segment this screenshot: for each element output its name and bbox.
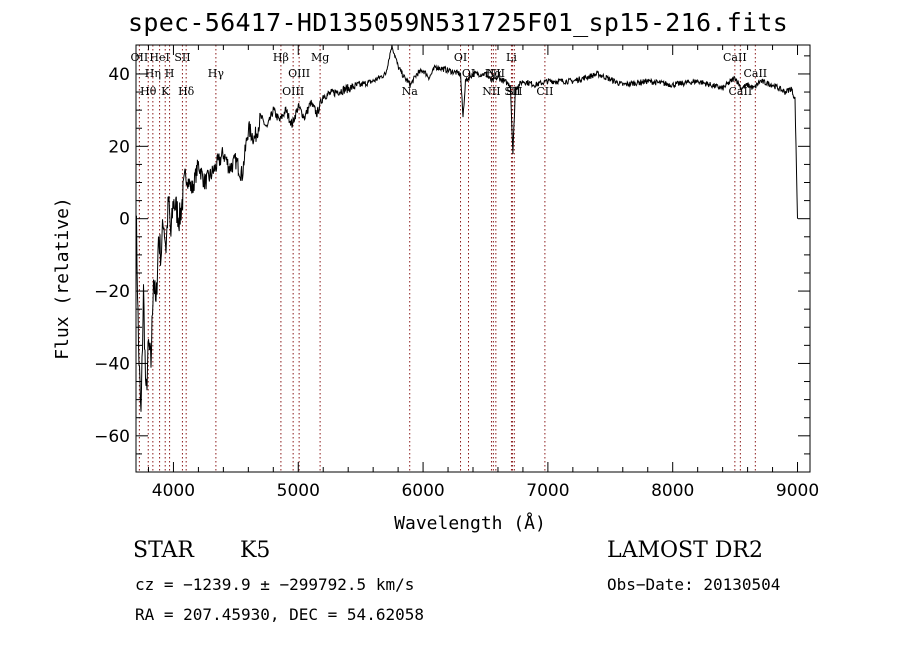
ion-line-label: Na bbox=[402, 85, 419, 98]
ion-line-markers bbox=[138, 45, 756, 472]
ion-line-label: Mg bbox=[311, 51, 329, 64]
ion-line-label: Hγ bbox=[208, 67, 225, 80]
plot-frame bbox=[135, 44, 811, 473]
x-tick-label: 8000 bbox=[651, 481, 694, 501]
observation-date: Obs−Date: 20130504 bbox=[607, 575, 781, 594]
object-subclass: K5 bbox=[240, 538, 271, 563]
ion-line-label: CaII bbox=[723, 51, 747, 64]
coordinates-line: RA = 207.45930, DEC = 54.62058 bbox=[135, 605, 424, 624]
ion-line-label: H bbox=[165, 67, 175, 80]
y-tick-label: 0 bbox=[119, 210, 130, 230]
ion-line-label: CII bbox=[536, 85, 553, 98]
ion-line-label: Hδ bbox=[178, 85, 195, 98]
x-tick-label: 7000 bbox=[526, 481, 569, 501]
ion-line-label: Hβ bbox=[273, 51, 289, 64]
ion-line-label: Hθ bbox=[140, 85, 157, 98]
ion-line-label: Li bbox=[506, 51, 517, 64]
y-tick-label: −40 bbox=[94, 354, 130, 374]
axis-ticks bbox=[136, 45, 810, 473]
ion-line-label: HeI bbox=[149, 51, 169, 64]
spectrum-series-line bbox=[135, 44, 798, 412]
axis-tick-labels: 4000 5000 6000 7000 8000 9000 −60 −40 −20 0 20 40 bbox=[94, 65, 819, 501]
ion-line-label: OII bbox=[131, 51, 149, 64]
x-tick-label: 6000 bbox=[401, 481, 444, 501]
x-tick-label: 9000 bbox=[776, 481, 819, 501]
object-class: STAR bbox=[133, 538, 194, 563]
ion-line-label: OIII bbox=[282, 85, 304, 98]
x-tick-label: 5000 bbox=[277, 481, 320, 501]
y-axis-label: Flux (relative) bbox=[52, 197, 73, 360]
y-tick-label: −20 bbox=[94, 282, 130, 302]
ion-line-label: NII bbox=[482, 85, 500, 98]
redshift-line: cz = −1239.9 ± −299792.5 km/s bbox=[135, 575, 415, 594]
ion-line-label: CaII bbox=[729, 85, 753, 98]
y-tick-label: 40 bbox=[108, 65, 130, 85]
ion-line-label: OI bbox=[454, 51, 467, 64]
ion-line-labels: OIIHθHηHeIKHSIIHδHγHβOIIIOIIIMgNaOIOINII… bbox=[131, 51, 768, 98]
ion-line-label: SII bbox=[174, 51, 190, 64]
survey-name: LAMOST DR2 bbox=[607, 538, 763, 563]
x-axis-label: Wavelength (Å) bbox=[394, 512, 546, 534]
ion-line-label: NII bbox=[487, 67, 505, 80]
ion-line-label: OIII bbox=[288, 67, 310, 80]
x-tick-label: 4000 bbox=[152, 481, 195, 501]
spectrum-title: spec-56417-HD135059N531725F01_sp15-216.f… bbox=[128, 8, 789, 37]
y-tick-label: 20 bbox=[108, 137, 130, 157]
ion-line-label: CaII bbox=[743, 67, 767, 80]
ion-line-label: K bbox=[161, 85, 170, 98]
y-tick-label: −60 bbox=[94, 427, 130, 447]
ion-line-label: SII bbox=[506, 85, 522, 98]
ion-line-label: Hη bbox=[145, 67, 161, 80]
